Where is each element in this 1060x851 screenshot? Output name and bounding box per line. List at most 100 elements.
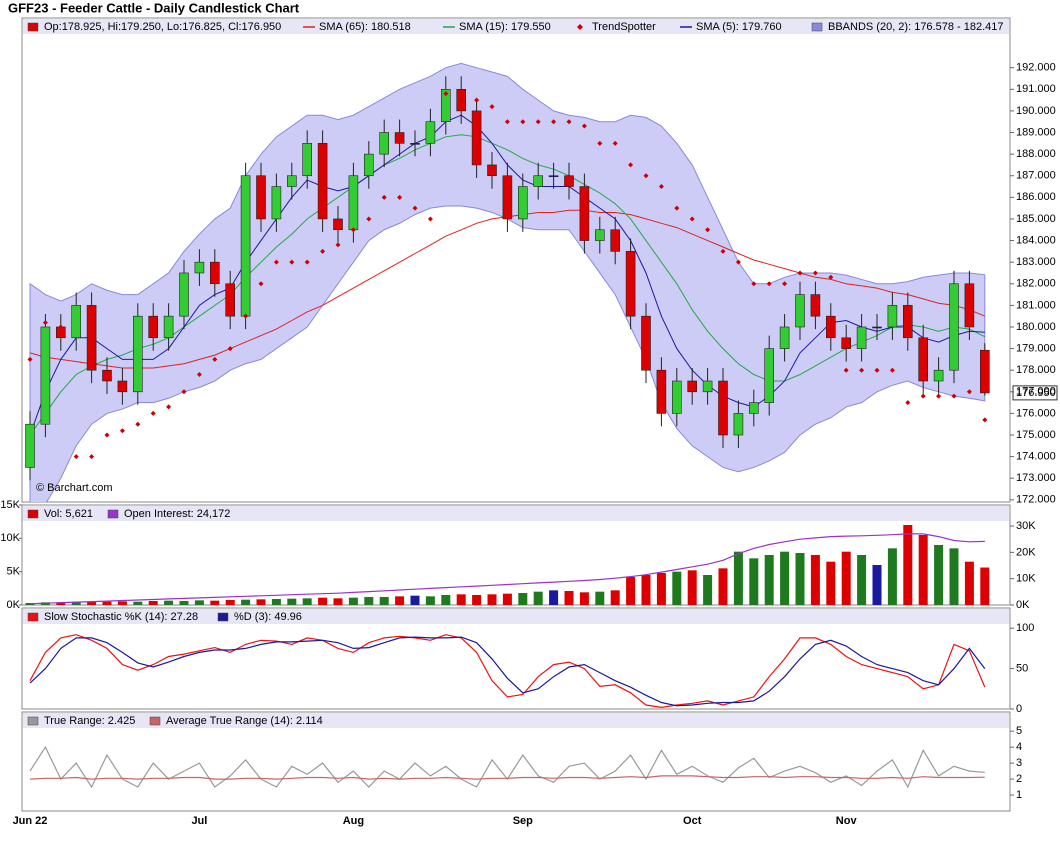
volume-bar bbox=[148, 601, 158, 605]
volume-bar bbox=[549, 590, 559, 605]
legend-swatch bbox=[577, 24, 583, 30]
y-tick-label: 177.000 bbox=[1016, 386, 1056, 398]
legend-label: True Range: 2.425 bbox=[44, 715, 135, 727]
candle-body bbox=[825, 315, 836, 339]
trend-dot bbox=[720, 248, 726, 254]
y-tick-label: 30K bbox=[1016, 520, 1036, 532]
volume-bar bbox=[133, 601, 143, 605]
volume-bar bbox=[826, 561, 836, 605]
volume-bar bbox=[687, 570, 697, 605]
legend-label: Open Interest: 24,172 bbox=[124, 508, 230, 520]
trend-dot bbox=[920, 393, 926, 399]
trend-dot bbox=[412, 205, 418, 211]
volume-bar bbox=[117, 601, 127, 605]
volume-bar bbox=[425, 596, 435, 605]
x-tick-label: Nov bbox=[836, 815, 858, 827]
legend-label: BBANDS (20, 2): 176.578 - 182.417 bbox=[828, 21, 1004, 33]
panel-plot bbox=[29, 634, 986, 709]
volume-bar bbox=[456, 594, 466, 605]
volume-bar bbox=[379, 597, 389, 605]
trend-dot bbox=[566, 119, 572, 125]
indicator-line bbox=[29, 636, 986, 707]
volume-bar bbox=[872, 565, 882, 605]
y-tick-label: 15K bbox=[0, 499, 20, 511]
trend-dot bbox=[89, 454, 95, 460]
panel-plot bbox=[25, 525, 990, 605]
volume-bar bbox=[271, 599, 281, 605]
volume-bar bbox=[210, 600, 220, 605]
legend-swatch bbox=[811, 22, 823, 32]
volume-bar bbox=[256, 599, 266, 605]
volume-bar bbox=[595, 591, 605, 605]
volume-bar bbox=[857, 555, 867, 605]
volume-bar bbox=[887, 548, 897, 605]
trend-dot bbox=[751, 281, 757, 287]
legend-label: SMA (65): 180.518 bbox=[319, 21, 411, 33]
candle-body bbox=[656, 369, 667, 414]
y-tick-label: 0K bbox=[7, 599, 21, 611]
candle-body bbox=[594, 229, 605, 241]
trend-dot bbox=[658, 184, 664, 190]
volume-bar bbox=[810, 555, 820, 605]
y-tick-label: 176.000 bbox=[1016, 407, 1056, 419]
candle-body bbox=[779, 326, 790, 349]
y-tick-label: 5 bbox=[1016, 725, 1022, 737]
candle-body bbox=[579, 186, 590, 241]
trend-dot bbox=[443, 91, 449, 97]
volume-bar bbox=[610, 590, 620, 605]
candle-body bbox=[271, 186, 282, 220]
volume-bar bbox=[656, 573, 666, 605]
candle-body bbox=[902, 305, 913, 339]
legend-swatch bbox=[107, 509, 119, 519]
volume-bar bbox=[502, 593, 512, 605]
trend-dot bbox=[889, 367, 895, 373]
trend-dot bbox=[135, 421, 141, 427]
y-tick-label: 192.000 bbox=[1016, 62, 1056, 74]
trend-dot bbox=[196, 372, 202, 378]
y-tick-label: 10K bbox=[0, 532, 20, 544]
trend-dot bbox=[936, 393, 942, 399]
volume-bar bbox=[194, 600, 204, 605]
volume-bar bbox=[949, 548, 959, 605]
trend-dot bbox=[58, 324, 64, 330]
legend-swatch bbox=[27, 716, 39, 726]
trend-dot bbox=[366, 216, 372, 222]
candle-body bbox=[379, 132, 390, 155]
trend-dot bbox=[289, 259, 295, 265]
volume-bar bbox=[626, 577, 636, 605]
candle-body bbox=[548, 175, 559, 178]
trend-dot bbox=[535, 119, 541, 125]
volume-bar bbox=[703, 575, 713, 605]
trend-dot bbox=[181, 389, 187, 395]
y-tick-label: 4 bbox=[1016, 741, 1022, 753]
indicator-line bbox=[29, 745, 985, 789]
trend-dot bbox=[273, 259, 279, 265]
trend-dot bbox=[381, 194, 387, 200]
candle-body bbox=[148, 315, 158, 339]
trend-dot bbox=[350, 227, 356, 233]
volume-bar bbox=[25, 603, 35, 605]
volume-bar bbox=[487, 594, 497, 605]
candle-body bbox=[979, 349, 990, 394]
candle-body bbox=[71, 305, 81, 339]
chart-title: GFF23 - Feeder Cattle - Daily Candlestic… bbox=[8, 0, 300, 15]
candle-body bbox=[86, 305, 97, 371]
trend-dot bbox=[458, 97, 464, 103]
candle-body bbox=[533, 175, 544, 187]
candle-body bbox=[872, 326, 882, 329]
legend-swatch bbox=[149, 716, 161, 726]
volume-bar bbox=[287, 598, 297, 605]
legend-bar bbox=[23, 713, 1009, 728]
legend-label: Average True Range (14): 2.114 bbox=[166, 715, 323, 727]
indicator-line bbox=[29, 134, 986, 436]
trend-dot bbox=[320, 248, 326, 254]
candle-body bbox=[210, 261, 220, 285]
candle-body bbox=[410, 143, 420, 145]
y-tick-label: 184.000 bbox=[1016, 234, 1056, 246]
candle-body bbox=[225, 283, 235, 317]
candle-body bbox=[795, 294, 805, 328]
trend-dot bbox=[73, 454, 79, 460]
last-price-label: 176.950 bbox=[1016, 387, 1056, 399]
trend-dot bbox=[397, 194, 403, 200]
